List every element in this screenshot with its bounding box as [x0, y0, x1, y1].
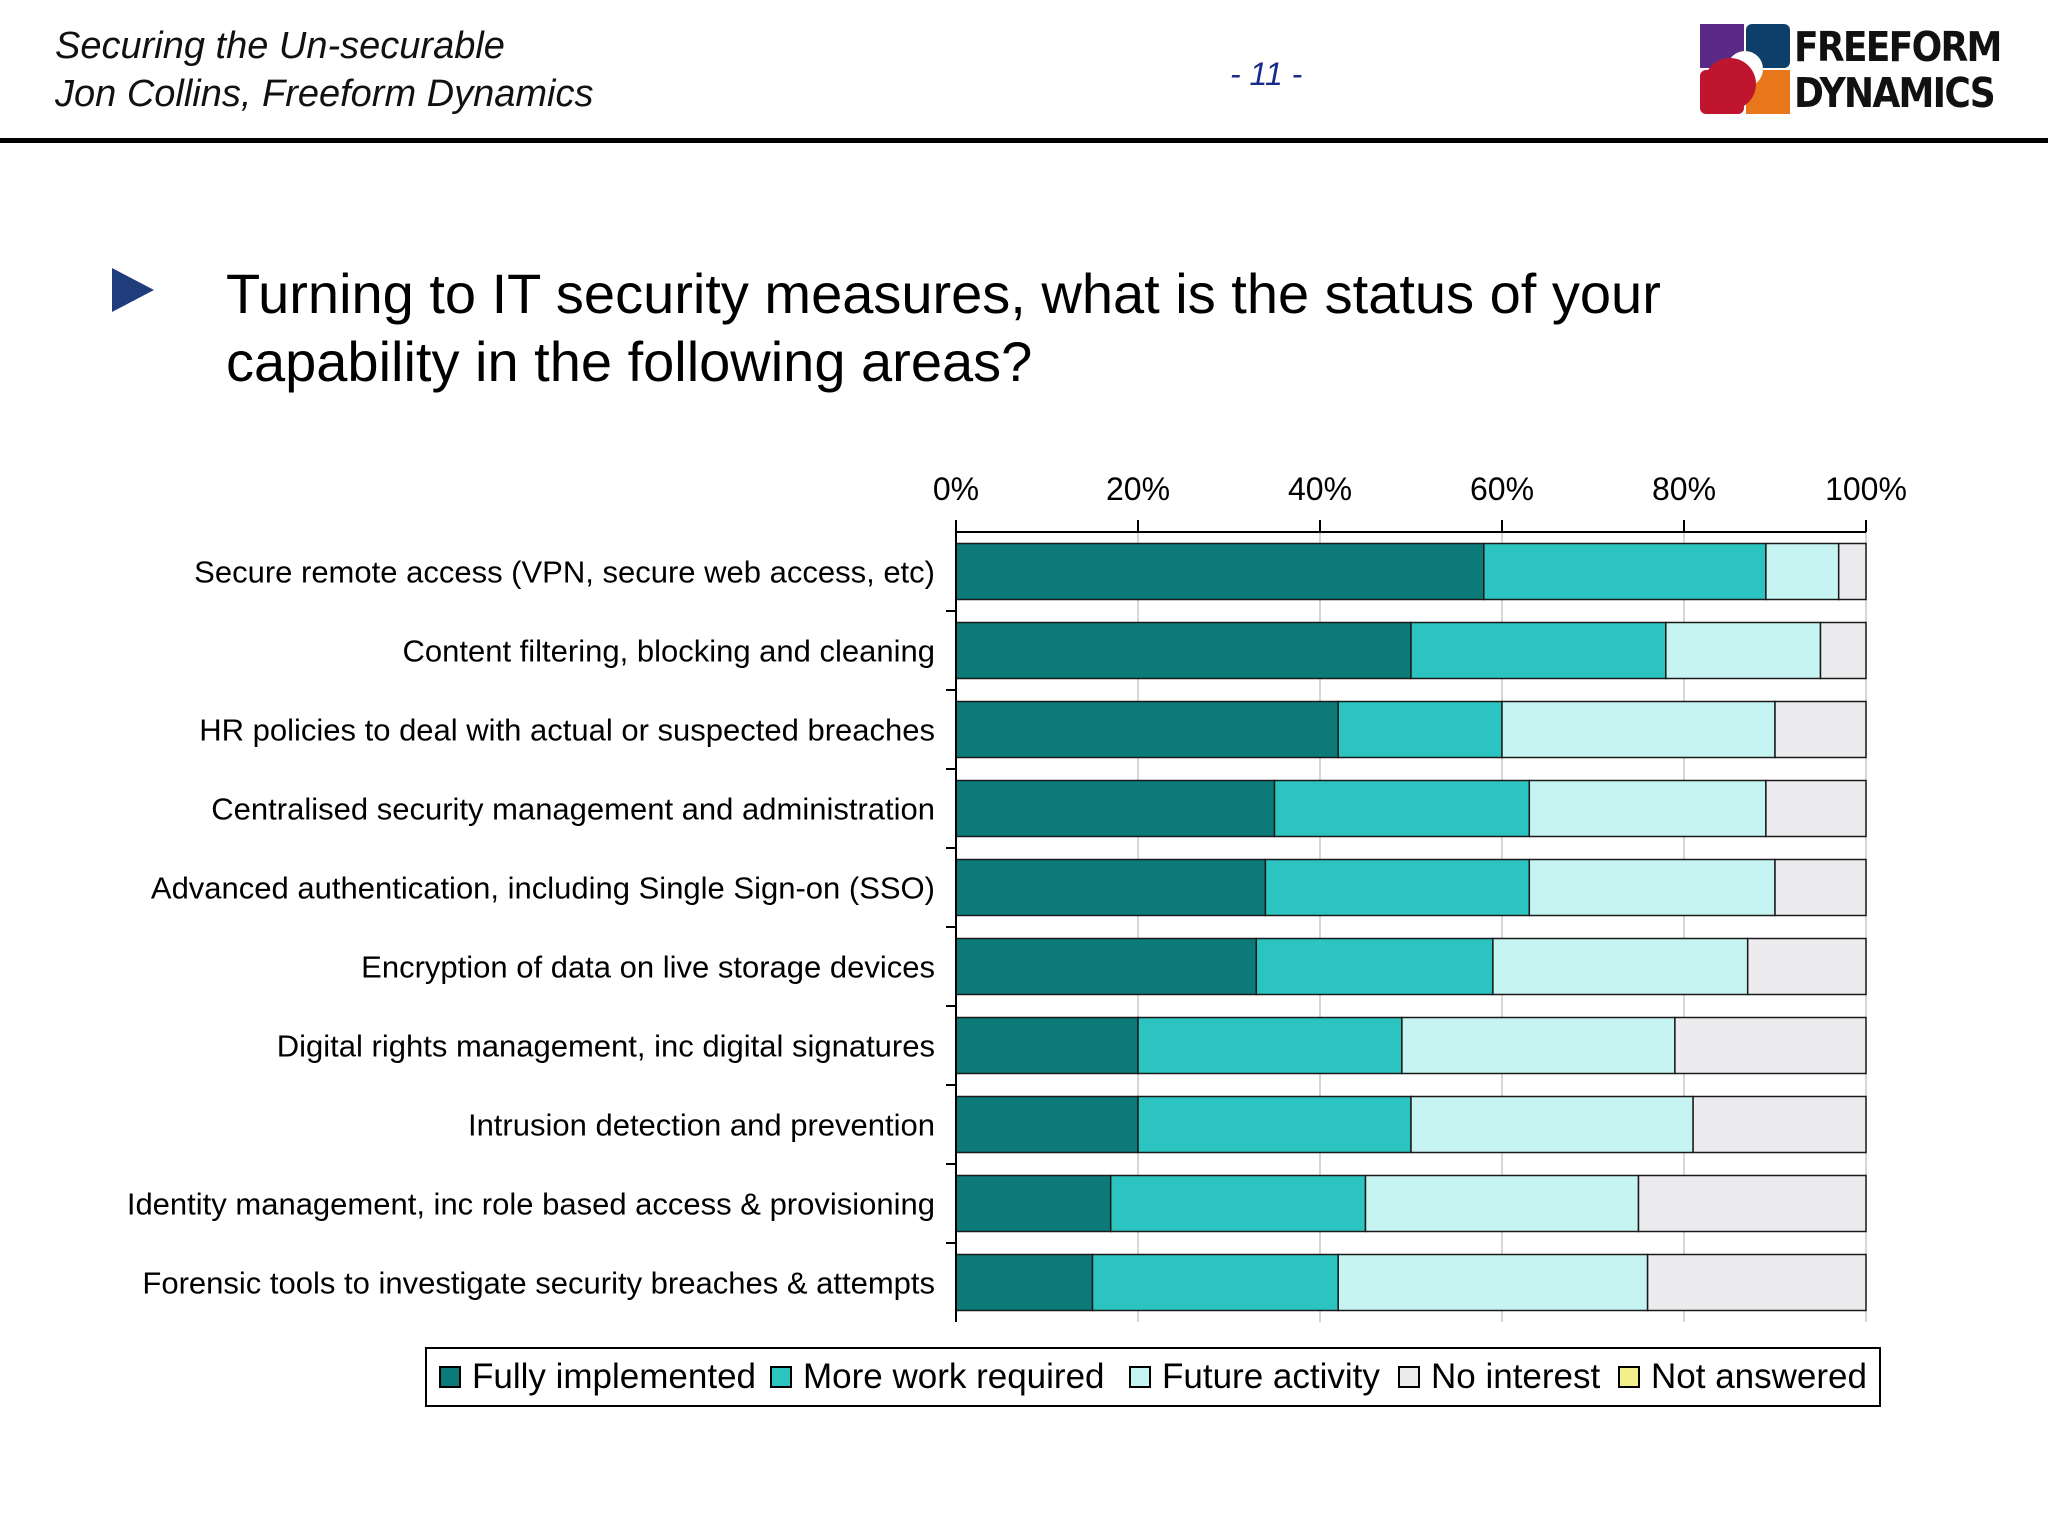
legend-swatch: [1618, 1366, 1640, 1388]
bar-segment: [1109, 1174, 1367, 1233]
bar-segment: [1337, 700, 1503, 759]
bar-segment: [955, 1253, 1094, 1312]
bar-segment: [1410, 1095, 1694, 1154]
bar-segment: [1746, 937, 1867, 996]
legend-swatch: [770, 1366, 792, 1388]
x-tick-label: 0%: [933, 471, 979, 507]
x-tick-label: 60%: [1470, 471, 1534, 507]
freeform-dynamics-logo: FREEFORM DYNAMICS: [1700, 23, 2002, 117]
bar-segment: [1091, 1253, 1339, 1312]
triangle-right-bullet-icon: [112, 268, 154, 312]
bar-segment: [1819, 621, 1867, 680]
legend-label: Not answered: [1651, 1357, 1867, 1396]
bar-segment: [1337, 1253, 1649, 1312]
bar-segment: [1410, 621, 1667, 680]
bar-segment: [955, 1016, 1139, 1075]
category-label: Advanced authentication, including Singl…: [151, 871, 935, 906]
bar-segment: [1646, 1253, 1867, 1312]
bar-segment: [955, 1095, 1139, 1154]
x-tick-label: 80%: [1652, 471, 1716, 507]
bar-segment: [1528, 779, 1767, 838]
bar-segment: [955, 779, 1276, 838]
bar-segment: [1637, 1174, 1867, 1233]
bar-segment: [1528, 858, 1776, 917]
bar-segment: [1774, 700, 1867, 759]
header-title: Securing the Un-securable Jon Collins, F…: [55, 22, 593, 118]
bar-segment: [955, 858, 1267, 917]
bar-segment: [955, 621, 1412, 680]
category-label: HR policies to deal with actual or suspe…: [199, 713, 935, 748]
category-label: Intrusion detection and prevention: [468, 1108, 935, 1143]
bar-segment: [1774, 858, 1867, 917]
category-label: Digital rights management, inc digital s…: [277, 1029, 935, 1064]
legend-label: More work required: [803, 1357, 1105, 1396]
header-title-line2: Jon Collins, Freeform Dynamics: [55, 73, 594, 115]
logo-line2: DYNAMICS: [1794, 69, 1996, 117]
bar-segment: [955, 700, 1339, 759]
x-tick-label: 100%: [1825, 471, 1907, 507]
header-title-line1: Securing the Un-securable: [55, 25, 505, 67]
bar-segment: [1137, 1095, 1412, 1154]
x-tick-label: 40%: [1288, 471, 1352, 507]
logo-mark-icon: [1700, 24, 1790, 114]
bar-segment: [1501, 700, 1776, 759]
category-label: Identity management, inc role based acce…: [127, 1187, 935, 1222]
bar-segment: [955, 937, 1258, 996]
bar-segment: [1364, 1174, 1640, 1233]
legend-label: Future activity: [1162, 1357, 1380, 1396]
header-divider: [0, 138, 2048, 143]
logo-wordmark: FREEFORM DYNAMICS: [1794, 23, 2002, 117]
bar-segment: [1765, 779, 1867, 838]
legend-swatch: [1129, 1366, 1151, 1388]
bar-segment: [1483, 542, 1767, 601]
category-label: Centralised security management and admi…: [211, 792, 935, 827]
bar-segment: [1273, 779, 1531, 838]
category-label: Forensic tools to investigate security b…: [142, 1266, 935, 1301]
category-label: Content filtering, blocking and cleaning: [402, 634, 935, 669]
bar-segment: [955, 1174, 1112, 1233]
question-text: Turning to IT security measures, what is…: [226, 262, 1661, 393]
bar-segment: [1665, 621, 1822, 680]
bar-segment: [1264, 858, 1531, 917]
logo-red-disc: [1704, 58, 1756, 110]
bar-segment: [1492, 937, 1749, 996]
bar-segment: [1255, 937, 1494, 996]
bar-segment: [1401, 1016, 1676, 1075]
page-number: - 11 -: [1230, 56, 1303, 92]
bar-segment: [1674, 1016, 1867, 1075]
legend-swatch: [439, 1366, 461, 1388]
legend-label: No interest: [1431, 1357, 1601, 1396]
legend-label: Fully implemented: [472, 1357, 756, 1396]
legend-swatch: [1398, 1366, 1420, 1388]
bar-segment: [1837, 542, 1867, 601]
bar-segment: [955, 542, 1485, 601]
category-label: Secure remote access (VPN, secure web ac…: [194, 555, 935, 590]
bar-segment: [1692, 1095, 1867, 1154]
bar-segment: [1137, 1016, 1403, 1075]
x-tick-label: 20%: [1106, 471, 1170, 507]
logo-line1: FREEFORM: [1794, 23, 2002, 71]
bar-segment: [1765, 542, 1840, 601]
category-label: Encryption of data on live storage devic…: [361, 950, 935, 985]
